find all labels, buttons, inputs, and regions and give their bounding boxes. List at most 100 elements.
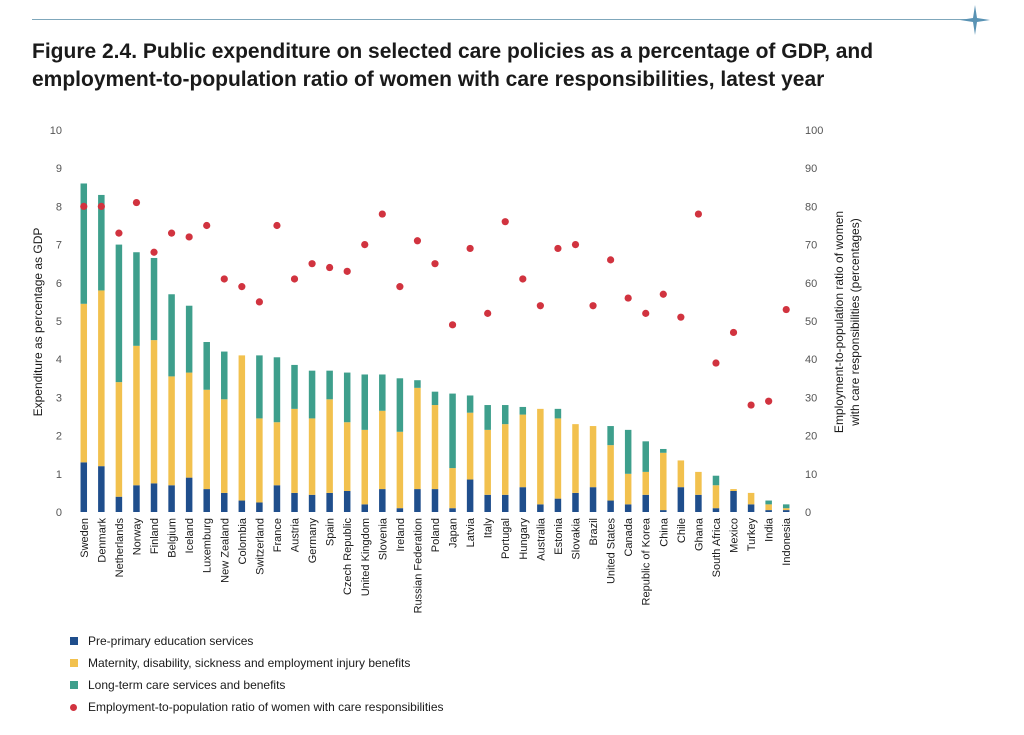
employment-point <box>694 210 703 218</box>
bar-segment-preprimary <box>589 487 597 512</box>
category-labels: Sweden Denmark Netherlands Norway Finland Bel… <box>79 517 793 613</box>
bar-segment-maternity <box>203 389 210 490</box>
bar-segment-ltc <box>203 342 210 390</box>
bar-segment-preprimary <box>133 485 140 512</box>
bar-segment-preprimary <box>115 496 123 512</box>
legend-label-maternity: Maternity, disability, sickness and empl… <box>88 656 411 670</box>
employment-point <box>255 298 263 306</box>
category-label: Germany <box>307 518 319 564</box>
bar-segment-ltc <box>221 351 228 400</box>
bar-segment-maternity <box>291 408 298 493</box>
employment-point <box>150 248 158 256</box>
bar-segment-ltc <box>414 380 421 388</box>
category-label: Iceland <box>184 518 196 553</box>
bar-segment-maternity <box>765 504 772 511</box>
category-label: Canada <box>623 517 635 556</box>
bar-segment-maternity <box>361 429 369 505</box>
bar-segment-preprimary <box>379 489 386 512</box>
bar-segment-preprimary <box>150 483 158 512</box>
bar-segment-preprimary <box>712 508 720 512</box>
bar-segment-preprimary <box>256 502 263 512</box>
figure-title-line-1: Figure 2.4. Public expenditure on select… <box>32 40 874 63</box>
bar-segment-preprimary <box>80 462 88 512</box>
bar-segment-ltc <box>115 244 123 383</box>
bar-segment-ltc <box>98 194 105 291</box>
category-label: Denmark <box>96 518 108 563</box>
bar-segment-maternity <box>396 431 404 509</box>
bar-segment-maternity <box>501 424 509 495</box>
employment-point <box>677 313 685 321</box>
category-label: Austria <box>290 517 302 552</box>
category-label: Norway <box>131 518 143 556</box>
bar-segment-preprimary <box>501 494 509 512</box>
bar-segment-preprimary <box>730 490 737 512</box>
category-label: Belgium <box>167 518 179 558</box>
bar-segment-preprimary <box>98 466 105 512</box>
y-tick-label: 7 <box>56 240 62 252</box>
category-label: Switzerland <box>254 518 266 575</box>
bar-segment-ltc <box>168 294 175 377</box>
bar-segment-ltc <box>607 426 614 446</box>
employment-point <box>554 244 562 253</box>
category-label: Australia <box>535 517 547 561</box>
bar-segment-ltc <box>133 252 140 346</box>
employment-point <box>712 359 720 367</box>
employment-point <box>361 241 369 249</box>
bar-segment-preprimary <box>431 489 439 512</box>
employment-point <box>238 283 246 291</box>
y2-tick-label: 90 <box>805 163 817 175</box>
bar-segment-ltc <box>291 364 298 409</box>
bar-segment-maternity <box>660 452 667 511</box>
employment-point <box>290 275 299 283</box>
y2-tick-label: 60 <box>805 278 817 290</box>
bar-segment-maternity <box>150 340 158 484</box>
bar-segment-ltc <box>361 374 369 430</box>
category-label: Brazil <box>588 518 600 546</box>
legend-item-ltc: Long-term care services and benefits <box>70 674 444 696</box>
employment-point <box>203 221 211 230</box>
category-label: United States <box>606 518 618 585</box>
y2-tick-label: 80 <box>805 201 817 213</box>
y-tick-label: 8 <box>56 201 62 213</box>
bar-segment-preprimary <box>185 477 193 512</box>
bar-segment-maternity <box>712 485 720 509</box>
bar-segment-maternity <box>98 290 105 467</box>
bar-segment-preprimary <box>203 489 210 512</box>
category-label: Slovakia <box>570 517 582 559</box>
bar-segment-maternity <box>343 422 351 491</box>
category-label: South Africa <box>711 517 723 577</box>
bar-segment-preprimary <box>484 494 491 512</box>
category-label: Luxemburg <box>202 518 214 573</box>
employment-point <box>431 260 439 268</box>
bar-segment-ltc <box>712 475 720 486</box>
y2-tick-label: 40 <box>805 354 817 366</box>
y-tick-label: 3 <box>56 392 62 404</box>
category-label: Hungary <box>518 518 530 560</box>
employment-point <box>466 244 474 253</box>
bar-segment-maternity <box>730 489 737 491</box>
bar-segment-preprimary <box>642 494 649 512</box>
legend-swatch-preprimary <box>70 637 78 645</box>
employment-point <box>326 263 334 272</box>
star-ornament-icon <box>960 5 990 35</box>
bar-segment-maternity <box>466 412 474 480</box>
y-tick-label: 5 <box>56 316 62 328</box>
bar-segment-ltc <box>80 183 88 304</box>
bar-segment-preprimary <box>449 508 456 512</box>
category-label: Spain <box>325 518 337 546</box>
bar-segment-preprimary <box>326 492 333 512</box>
bar-segment-preprimary <box>660 510 667 512</box>
y2-tick-label: 30 <box>805 392 817 404</box>
y-tick-label: 10 <box>50 125 62 137</box>
employment-point <box>519 275 527 283</box>
employment-point <box>659 290 667 298</box>
bar-segment-preprimary <box>537 504 544 512</box>
bar-segment-preprimary <box>554 498 562 512</box>
y-tick-label: 1 <box>56 469 62 481</box>
bar-segment-maternity <box>642 471 649 495</box>
employment-point <box>729 328 738 337</box>
bar-segment-maternity <box>273 422 281 486</box>
category-label: Latvia <box>465 517 477 547</box>
bar-segment-preprimary <box>624 504 632 512</box>
